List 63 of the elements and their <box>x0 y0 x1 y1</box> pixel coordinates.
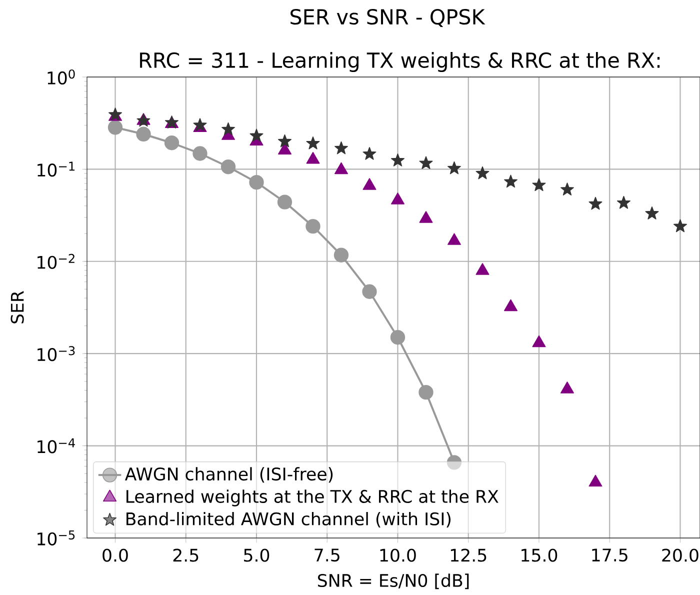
point <box>164 136 180 150</box>
point <box>419 211 433 223</box>
point <box>306 136 320 150</box>
y-tick-label: 10$^{−3}$ <box>38 346 75 362</box>
point <box>108 120 123 135</box>
x-tick-label: 2.5 <box>173 548 198 562</box>
legend-label: Learned weights at the TX & RRC at the RX <box>126 490 498 506</box>
x-axis-title: SNR = Es/N0 [dB] <box>318 574 469 590</box>
point <box>446 455 462 470</box>
point <box>306 219 320 234</box>
x-tick-label: 5.0 <box>244 548 270 562</box>
point <box>391 154 404 166</box>
y-tick-label: 10$^{−5}$ <box>38 530 75 546</box>
point <box>250 128 264 142</box>
y-tick-label: 10$^{−1}$ <box>38 162 74 177</box>
point <box>588 196 602 210</box>
x-tick-label: 15.0 <box>522 548 558 562</box>
x-tick-label: 20.0 <box>662 548 698 562</box>
point <box>222 122 235 136</box>
point <box>673 219 687 232</box>
point <box>192 146 208 161</box>
point <box>476 263 490 275</box>
legend-label: AWGN channel (ISI-free) <box>124 467 333 483</box>
point <box>504 299 518 312</box>
x-tick-label: 10.0 <box>380 548 416 562</box>
point <box>306 152 320 164</box>
point <box>588 474 602 487</box>
x-tick-label: 0.0 <box>102 548 128 562</box>
y-tick-label: 10$^{−2}$ <box>38 254 74 269</box>
point <box>362 178 376 190</box>
point <box>277 194 292 210</box>
point <box>390 192 404 204</box>
point <box>278 134 292 148</box>
point <box>645 206 659 220</box>
point <box>560 182 574 196</box>
y-axis-title: SER <box>10 290 24 324</box>
legend-label: Band-limited AWGN channel (with ISI) <box>126 512 451 528</box>
point <box>447 233 461 245</box>
point <box>390 330 406 345</box>
x-tick-label: 7.5 <box>314 548 340 562</box>
y-tick-label: 10$^{0}$ <box>48 69 75 85</box>
point <box>334 248 349 262</box>
point <box>560 382 574 394</box>
y-tick-label: 10$^{−4}$ <box>38 438 75 454</box>
point <box>249 175 264 190</box>
x-tick-label: 17.5 <box>592 548 628 562</box>
point <box>136 126 151 142</box>
point <box>334 162 348 174</box>
point <box>419 156 433 170</box>
point <box>616 196 630 209</box>
point <box>476 166 490 180</box>
point <box>504 174 518 188</box>
point <box>448 161 461 174</box>
point <box>418 385 434 400</box>
chart-subtitle: RRC = 311 - Learning TX weights & RRC at the RX: <box>140 52 660 72</box>
point <box>532 335 546 348</box>
point <box>334 141 348 154</box>
point <box>220 160 236 174</box>
point <box>362 284 377 299</box>
x-tick-label: 12.5 <box>450 548 486 562</box>
point <box>532 178 546 192</box>
point <box>362 146 376 160</box>
chart-title: SER vs SNR - QPSK <box>290 8 486 27</box>
